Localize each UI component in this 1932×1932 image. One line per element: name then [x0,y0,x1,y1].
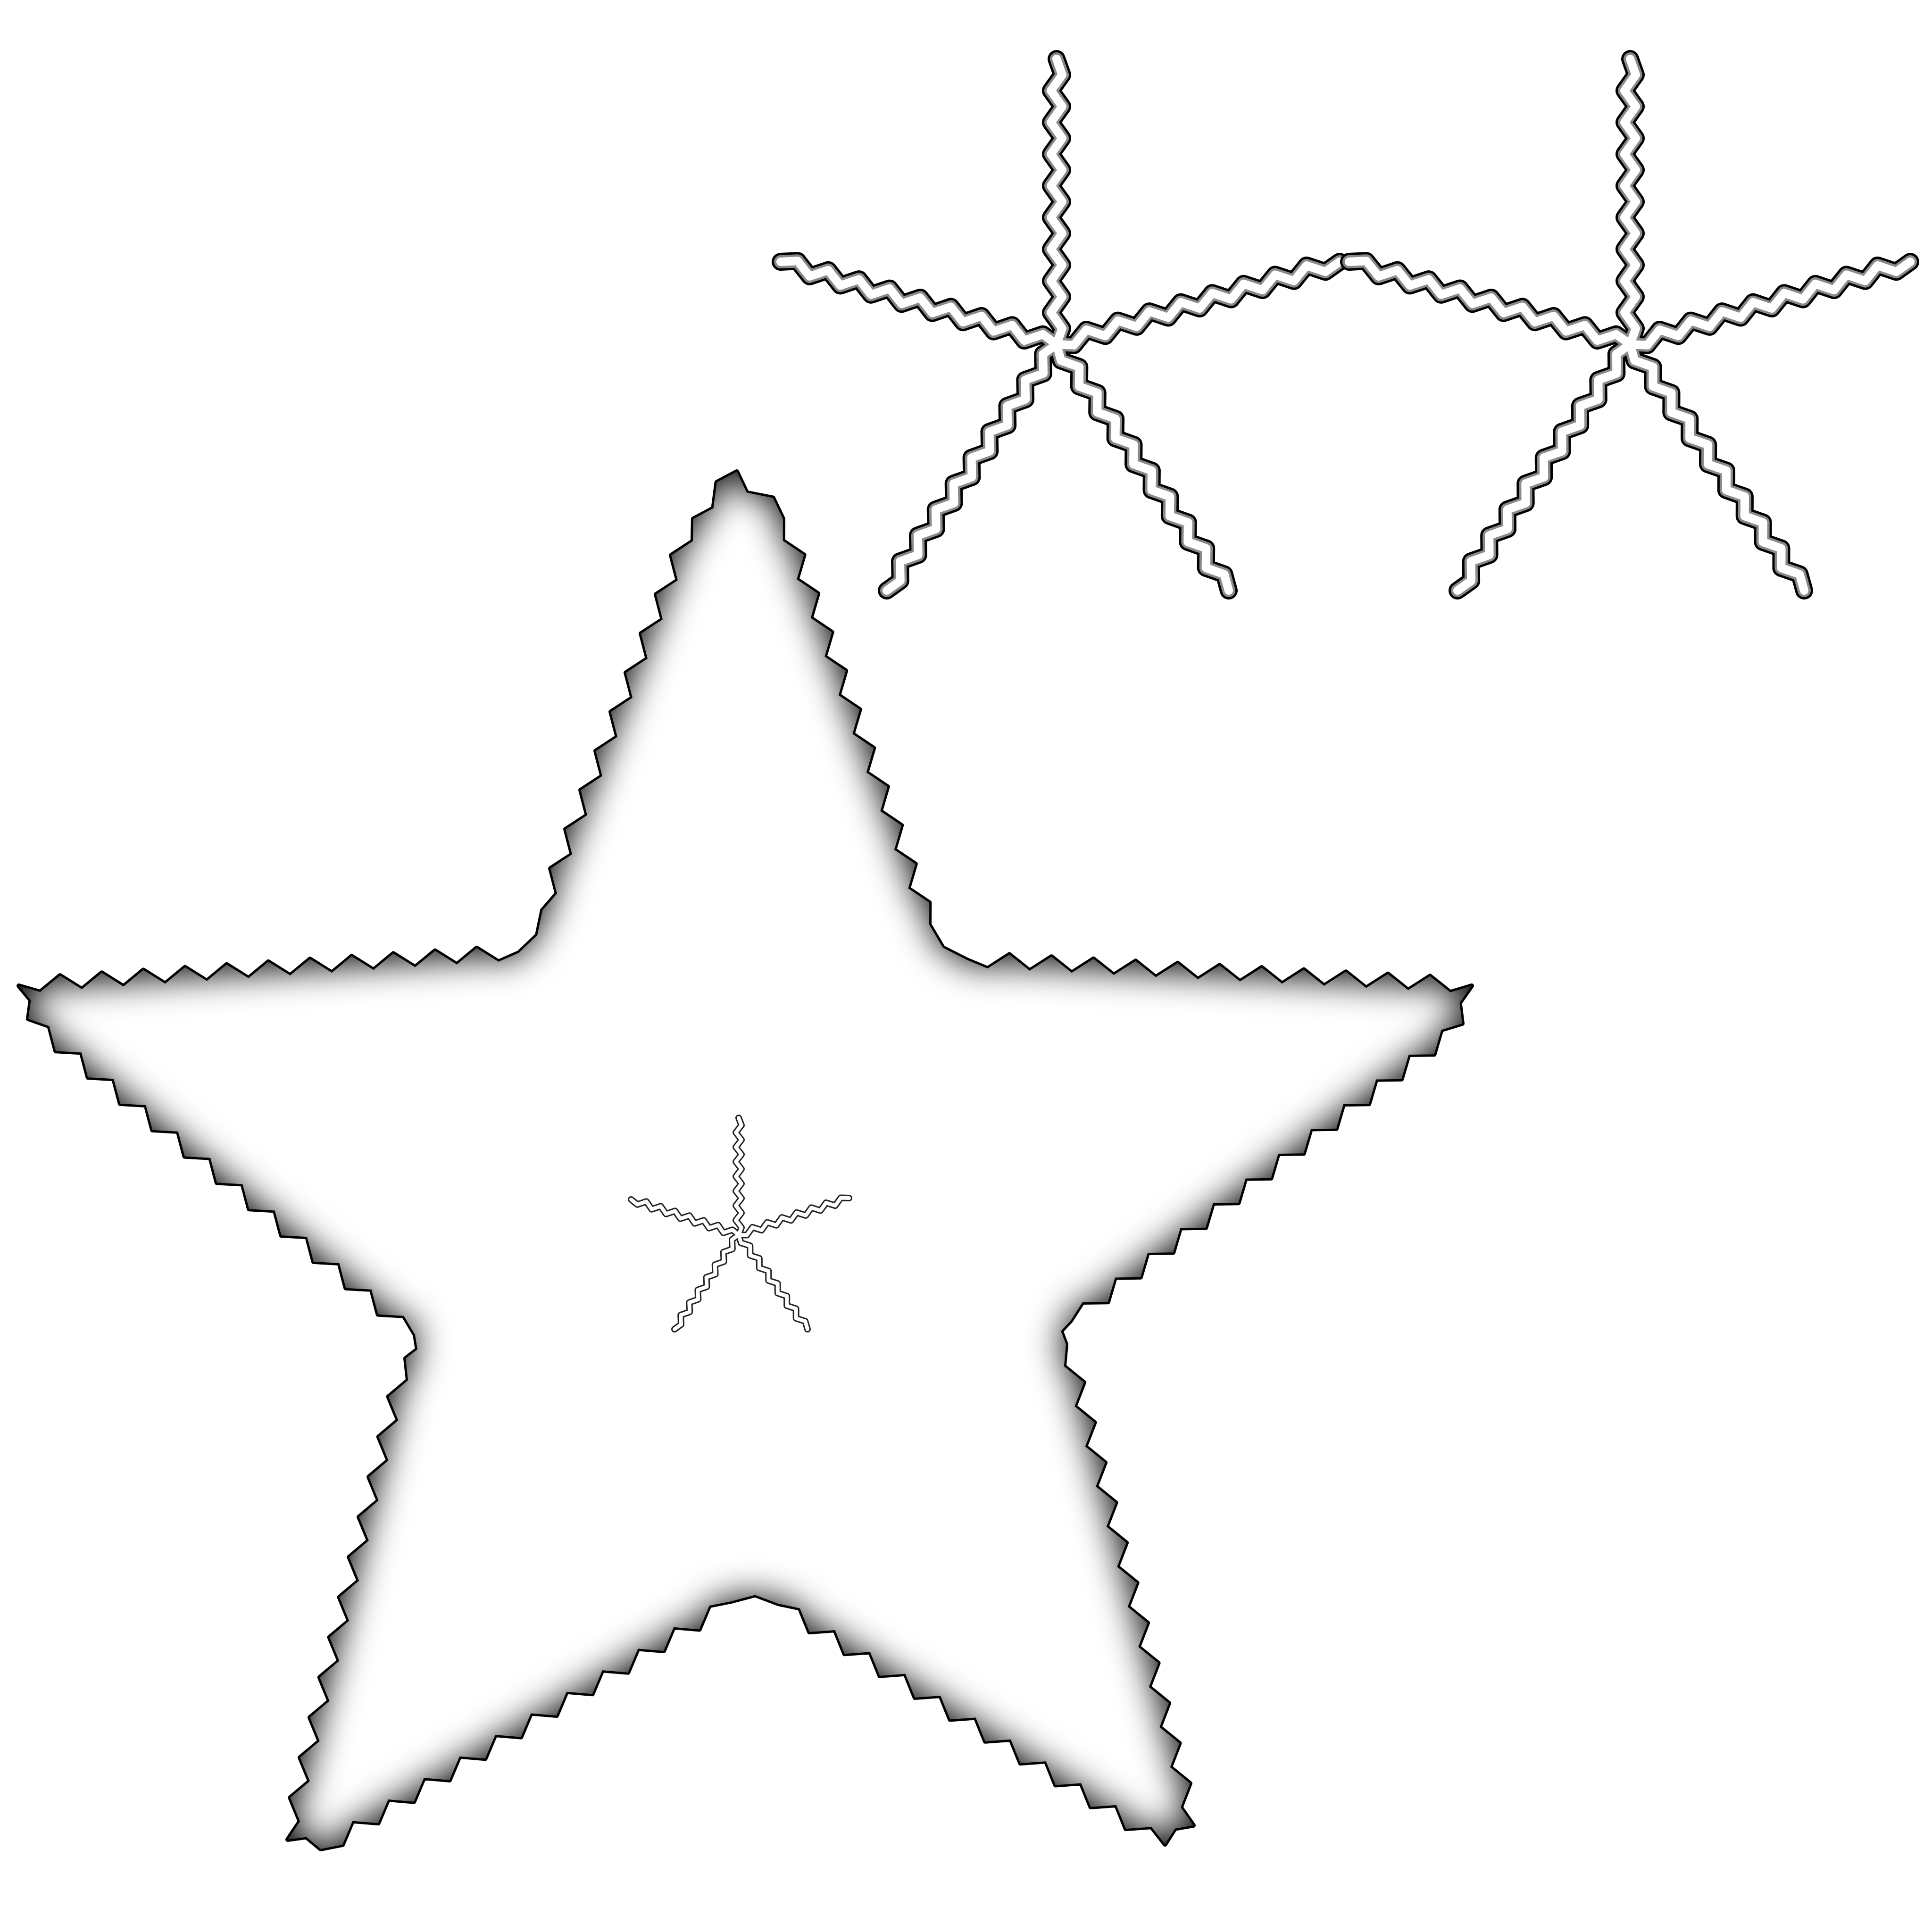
asterisk-icon [772,50,1349,600]
asterisk-icon [1340,50,1919,600]
small-asterisk-icon [628,1115,852,1332]
large-star-soft-fill [19,472,1472,1849]
large-star [17,469,1474,1851]
